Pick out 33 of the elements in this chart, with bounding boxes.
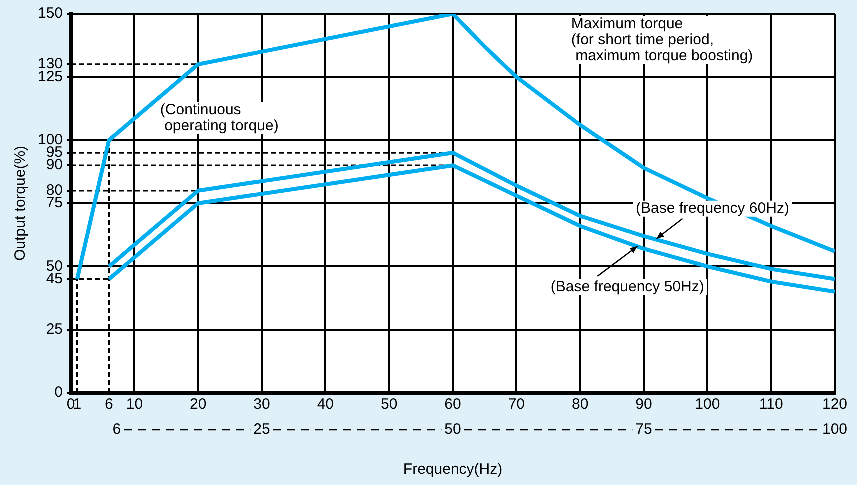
x-tick-label: 60 — [444, 396, 462, 414]
annotation: (Base frequency 60Hz) — [636, 200, 790, 218]
x-axis-title: Frequency(Hz) — [403, 461, 503, 478]
y-axis-title: Output torque(%) — [12, 146, 30, 262]
annotation: Maximum torque (for short time period, maximum torque boosting) — [571, 16, 754, 65]
x-tick-label: 40 — [317, 396, 334, 414]
x-tick-label: 90 — [636, 396, 652, 414]
y-tick-label: 25 — [46, 320, 64, 338]
y-tick-label: 45 — [46, 270, 64, 288]
x-tick-label: 20 — [190, 396, 207, 414]
x-tick-label: 100 — [695, 396, 720, 414]
x2-tick-label: 6 — [112, 421, 122, 438]
y-tick-label: 90 — [46, 156, 64, 174]
x-tick-label: 6 — [105, 396, 114, 414]
x-tick-label: 70 — [508, 396, 526, 414]
x-tick-label: 110 — [759, 396, 784, 414]
x-tick-label: 120 — [822, 396, 848, 414]
x-tick-label: 0 — [66, 396, 76, 414]
y-tick-label: 75 — [46, 194, 64, 212]
x2-tick-label: 50 — [444, 421, 462, 438]
x2-tick-label: 100 — [822, 421, 848, 438]
annotation: (Continuous operating torque) — [160, 101, 279, 134]
y-tick-label: 125 — [38, 68, 64, 86]
x-tick-label: 30 — [254, 396, 270, 414]
x-tick-label: 1 — [73, 396, 82, 414]
x-tick-label: 80 — [572, 396, 589, 414]
y-tick-label: 0 — [54, 384, 64, 402]
y-tick-label: 150 — [38, 5, 64, 22]
x-tick-label: 10 — [126, 396, 144, 414]
annotation: (Base frequency 50Hz) — [550, 278, 704, 296]
x2-tick-label: 75 — [636, 421, 652, 438]
x2-tick-label: 25 — [254, 421, 270, 438]
x-tick-label: 50 — [381, 396, 398, 414]
